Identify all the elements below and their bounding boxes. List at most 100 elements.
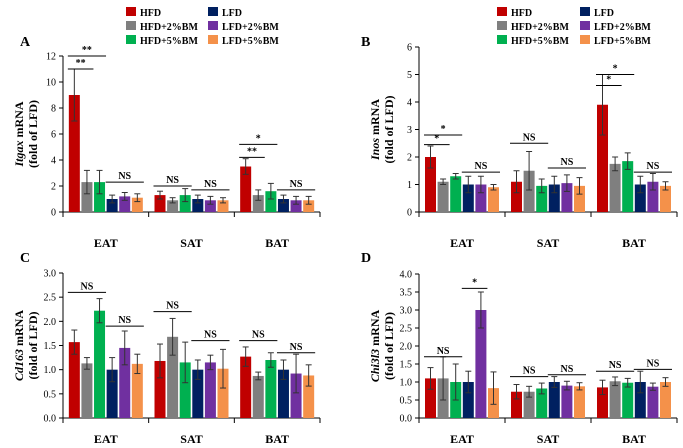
bar	[425, 157, 436, 212]
legend-label: LFD+5%BM	[222, 36, 279, 47]
significance-label: NS	[81, 281, 94, 292]
y-tick-label: 0.0	[400, 414, 413, 425]
y-axis-label: Inos mRNA	[368, 99, 382, 161]
x-category-label: EAT	[450, 432, 474, 446]
bar	[106, 369, 118, 418]
bar	[277, 199, 289, 212]
bar	[217, 200, 229, 212]
bar	[536, 388, 548, 418]
bar	[131, 363, 143, 418]
x-category-label: EAT	[450, 236, 474, 250]
chart-panel-a: A Itgax mRNA (fold of LFD) 0 2 4 6 8 10 12 EAT SAT B…	[12, 35, 321, 250]
bar	[192, 199, 204, 212]
y-axis-label-line2: (fold of LFD)	[382, 96, 396, 164]
legend-swatch	[497, 7, 507, 16]
significance-label: *	[441, 124, 446, 135]
y-tick-label: 2	[407, 153, 412, 164]
legend-label: HFD+5%BM	[140, 36, 198, 47]
y-axis-unit: mRNA	[368, 99, 382, 138]
bar	[622, 382, 634, 418]
bar	[488, 187, 499, 212]
x-category-label: BAT	[265, 236, 289, 250]
panel-label: D	[361, 251, 371, 266]
significance-label: **	[82, 45, 92, 56]
y-axis-label: Itgax mRNA	[12, 101, 26, 167]
bar	[131, 197, 143, 212]
bar	[437, 181, 449, 212]
bar	[511, 181, 522, 212]
legend-label: LFD+2%BM	[594, 22, 651, 33]
bar	[475, 310, 487, 418]
bar	[574, 386, 585, 418]
y-axis-label-line2: (fold of LFD)	[26, 100, 40, 168]
bar	[240, 166, 252, 212]
bar	[106, 199, 118, 212]
x-category-label: BAT	[265, 432, 289, 446]
bar	[68, 342, 80, 418]
legend-top-left: HFD HFD+2%BM HFD+5%BM LFD LFD+2%BM LFD+5%BM	[126, 7, 279, 47]
significance-label: *	[256, 133, 261, 144]
significance-label: NS	[290, 179, 303, 190]
bar	[425, 378, 436, 418]
chart-panel-c: C Cd163 mRNA (fold of LFD) 0.0 0.5 1.0 1.5 2.0 2…	[12, 251, 321, 446]
y-axis-gene: Inos	[368, 138, 382, 161]
y-axis-unit: mRNA	[368, 309, 382, 348]
bar	[167, 200, 179, 212]
bar	[475, 184, 487, 212]
legend-label: LFD	[594, 8, 614, 19]
significance-label: **	[76, 58, 86, 69]
y-tick-label: 0.5	[400, 396, 413, 407]
bar	[462, 382, 474, 418]
legend-label: LFD+5%BM	[594, 36, 651, 47]
x-category-label: EAT	[94, 432, 118, 446]
significance-label: NS	[475, 161, 488, 172]
bar	[192, 369, 204, 418]
panel-label: B	[361, 35, 370, 50]
y-tick-label: 4	[51, 156, 56, 167]
significance-label: NS	[204, 179, 217, 190]
y-axis-unit: mRNA	[12, 310, 26, 349]
significance-label: NS	[523, 132, 536, 143]
y-tick-label: 12	[46, 52, 56, 63]
bar	[548, 184, 560, 212]
bar	[119, 196, 131, 212]
y-tick-label: 2.5	[400, 324, 413, 335]
significance-label: NS	[290, 342, 303, 353]
x-category-label: BAT	[622, 236, 646, 250]
bar	[94, 310, 106, 418]
significance-label: NS	[204, 330, 217, 341]
y-tick-label: 6	[407, 43, 412, 54]
significance-label: NS	[561, 157, 574, 168]
significance-label: NS	[118, 315, 131, 326]
significance-label: NS	[166, 175, 179, 186]
y-tick-label: 0.5	[44, 389, 57, 400]
bar	[154, 360, 166, 418]
significance-label: NS	[609, 360, 622, 371]
y-tick-label: 0.0	[44, 414, 57, 425]
bar	[68, 95, 80, 212]
y-tick-label: 3.0	[44, 269, 57, 280]
y-axis-label: Cd163 mRNA	[12, 310, 26, 381]
legend-label: LFD	[222, 8, 242, 19]
y-tick-label: 1.0	[400, 378, 413, 389]
bar	[167, 336, 179, 418]
y-tick-label: 5	[407, 70, 412, 81]
bar	[81, 182, 93, 212]
y-tick-label: 0	[407, 208, 412, 219]
legend-swatch	[208, 7, 218, 16]
y-tick-label: 4.0	[400, 270, 413, 281]
y-tick-label: 1.0	[44, 365, 57, 376]
significance-label: **	[247, 146, 257, 157]
y-tick-label: 0	[51, 208, 56, 219]
significance-label: NS	[437, 346, 450, 357]
legend-swatch	[208, 21, 218, 30]
legend-swatch	[580, 7, 590, 16]
significance-label: NS	[118, 171, 131, 182]
bar	[647, 386, 659, 418]
bar	[597, 387, 608, 418]
significance-label: *	[606, 75, 611, 86]
panel-label: A	[20, 35, 31, 50]
x-category-label: SAT	[537, 236, 559, 250]
legend-label: HFD	[140, 8, 161, 19]
bar	[204, 362, 216, 418]
